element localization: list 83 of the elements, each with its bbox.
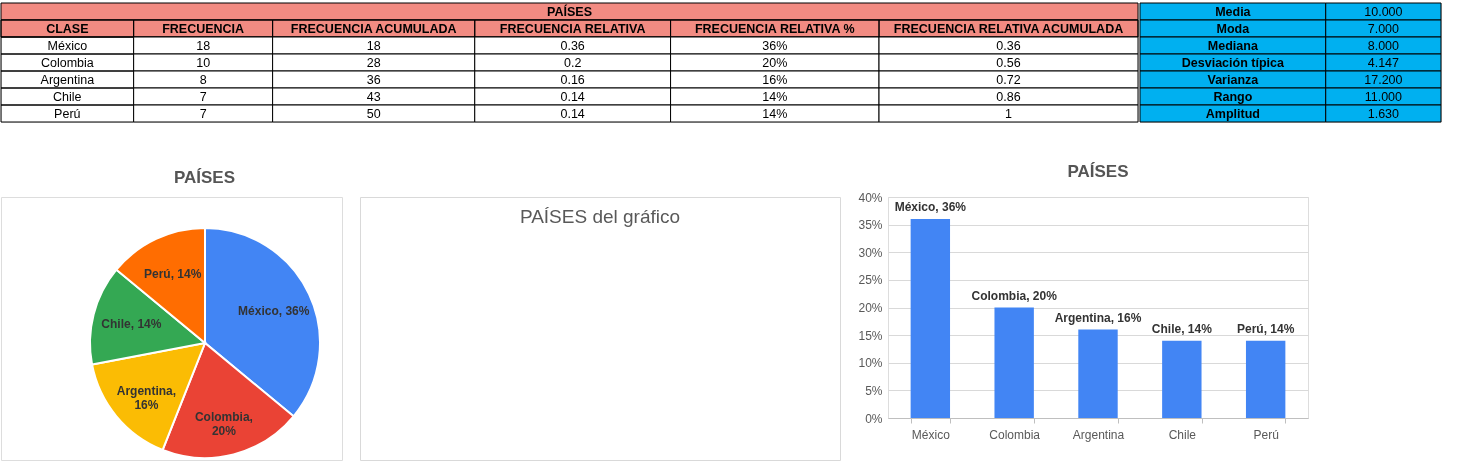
data-label: 11.000 (1364, 89, 1403, 104)
text: PAÍSES del gráfico (519, 206, 681, 227)
data-label: 1 (1005, 106, 1013, 121)
data-label: 43 (366, 89, 381, 104)
y-tick-label: Perú (54, 106, 81, 121)
data-label: México, 36% (894, 200, 967, 215)
y-tick-label: Moda (1216, 21, 1251, 36)
data-label: Argentina, 16% (116, 384, 177, 413)
y-tick-label: Argentina (40, 72, 95, 87)
x-tick-label: Chile (1168, 427, 1197, 442)
x-tick-label: Colombia (989, 427, 1041, 442)
x-tick-label: FRECUENCIA ACUMULADA (290, 21, 457, 36)
data-label: 8.000 (1367, 38, 1400, 53)
data-label: 17.200 (1364, 72, 1403, 87)
data-label: 14% (762, 106, 788, 121)
y-axis-title: CLASE (46, 21, 89, 36)
y-tick-label: Desviación típica (1181, 55, 1285, 70)
data-label: 10 (196, 55, 211, 70)
data-label: Perú, 14% (1236, 321, 1295, 336)
y-tick-label: Media (1215, 4, 1252, 19)
y-tick-label: 35% (858, 218, 883, 233)
x-tick-label: FRECUENCIA RELATIVA ACUMULADA (893, 21, 1124, 36)
data-label: México, 36% (238, 303, 310, 318)
data-label: 0.72 (996, 72, 1021, 87)
x-tick-label: México (911, 427, 951, 442)
y-tick-label: Mediana (1207, 38, 1259, 53)
data-label: 0.56 (996, 55, 1021, 70)
data-label: 10.000 (1364, 4, 1403, 19)
data-label: 0.86 (996, 89, 1021, 104)
y-tick-label: Colombia (40, 55, 94, 70)
x-tick-label: FRECUENCIA RELATIVA % (694, 21, 855, 36)
bar (994, 307, 1034, 418)
x-tick-label: Argentina (1072, 427, 1125, 442)
x-tick-label: FRECUENCIA (162, 21, 245, 36)
bar (1162, 340, 1202, 418)
data-label: 36% (762, 38, 788, 53)
data-label: 7.000 (1367, 21, 1400, 36)
x-tick-label: Perú (1253, 427, 1279, 442)
data-label: 0.14 (560, 106, 585, 121)
y-tick-label: 20% (858, 301, 883, 315)
data-label: 0.14 (560, 89, 585, 104)
bar (1245, 340, 1286, 418)
chart-title: PAÍSES (173, 168, 236, 187)
data-label: Colombia, 20% (194, 409, 253, 438)
data-label: 36 (366, 72, 381, 87)
x-tick-label: FRECUENCIA RELATIVA (499, 21, 646, 36)
y-tick-label: 0% (865, 411, 883, 426)
data-label: 0.36 (560, 38, 585, 53)
data-label: 16% (762, 72, 788, 87)
y-tick-label: 25% (858, 273, 883, 288)
data-label: 1.630 (1367, 106, 1400, 121)
data-label: 18 (366, 38, 381, 53)
data-label: 18 (196, 38, 211, 53)
chart-title: PAÍSES (1067, 162, 1129, 181)
data-label: 14% (762, 89, 788, 104)
data-label: 8 (199, 72, 207, 87)
data-label: Perú, 14% (143, 267, 202, 282)
y-tick-label: 15% (858, 328, 883, 343)
data-label: Colombia, 20% (971, 288, 1058, 303)
chart-title: PAÍSES (547, 3, 592, 19)
data-label: 4.147 (1367, 55, 1400, 70)
data-label: 0.16 (560, 72, 585, 87)
data-label: 0.2 (563, 55, 582, 70)
y-tick-label: 40% (858, 190, 883, 205)
data-label: Chile, 14% (1151, 321, 1213, 336)
data-label: Chile, 14% (101, 317, 162, 332)
bar (1078, 329, 1118, 418)
y-tick-label: 30% (858, 245, 883, 260)
bar (910, 219, 951, 418)
y-tick-label: Chile (53, 89, 82, 104)
data-label: 7 (199, 89, 207, 104)
data-label: 7 (199, 106, 207, 121)
data-label: 50 (366, 106, 381, 121)
data-label: Argentina, 16% (1054, 310, 1142, 325)
y-tick-label: 5% (865, 383, 883, 398)
data-label: 20% (762, 55, 788, 70)
y-tick-label: México (47, 38, 88, 53)
data-label: 0.36 (996, 38, 1021, 53)
data-label: 28 (366, 55, 381, 70)
y-tick-label: Rango (1213, 89, 1253, 104)
y-tick-label: Amplitud (1205, 106, 1260, 121)
y-tick-label: 10% (858, 356, 883, 371)
y-tick-label: Varianza (1207, 72, 1260, 87)
